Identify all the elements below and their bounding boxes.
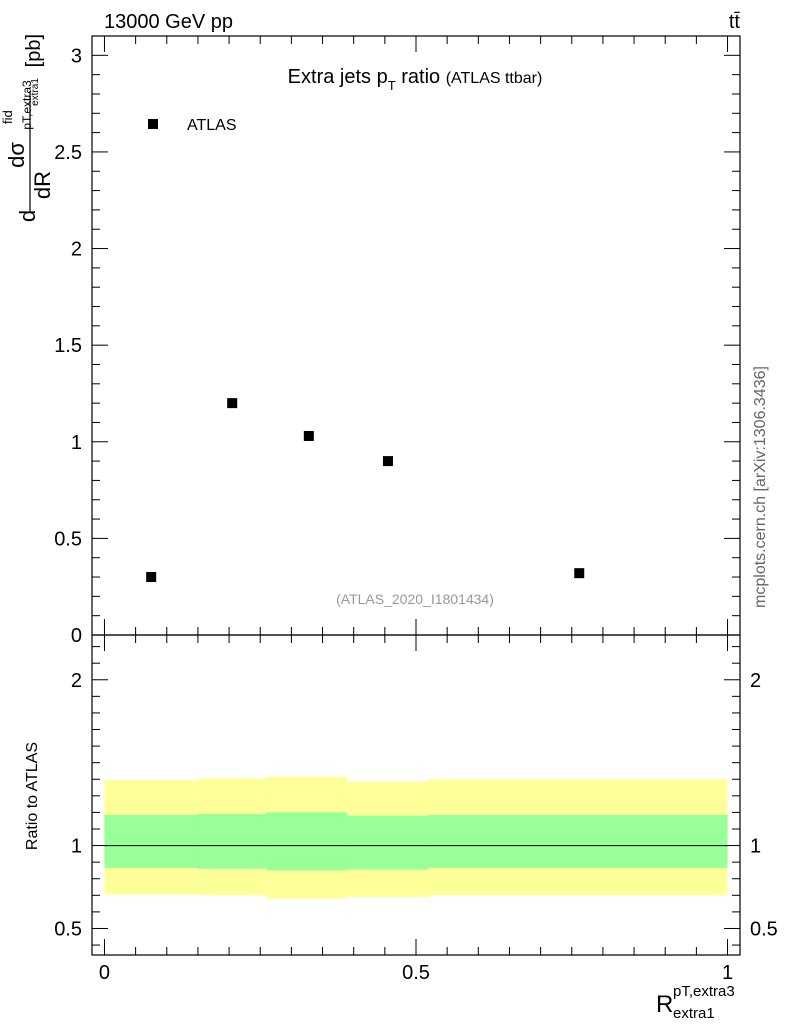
ratio-axis-ticks: 0 0.5 1 0.5 0.5 1 1 2 2 — [54, 635, 778, 984]
y-label-denominator: dR — [30, 171, 55, 199]
y-label-numerator: dσ — [4, 142, 29, 168]
legend: ATLAS — [148, 117, 237, 134]
ratio-frame — [91, 634, 741, 956]
ratio-y-tick-label: 1 — [71, 836, 82, 858]
ratio-y-tick-label: 2 — [71, 670, 82, 692]
ratio-y-tick-label-right: 2 — [750, 670, 761, 692]
x-label-sub: extra1 — [673, 1005, 715, 1022]
y-tick-label: 1 — [71, 432, 82, 454]
uncertainty-bands — [104, 776, 728, 899]
data-point-1 — [227, 398, 238, 409]
x-tick-label: 0.5 — [402, 962, 430, 984]
side-label: mcplots.cern.ch [arXiv:1306.3436] — [752, 366, 769, 608]
y-label-numerator-sup: fid — [0, 110, 15, 124]
legend-label: ATLAS — [187, 117, 237, 134]
title-main: Extra jets p — [288, 66, 388, 88]
main-axis-ticks: 0 0.5 1 1.5 2 2.5 3 — [54, 35, 740, 647]
ratio-y-axis-label: Ratio to ATLAS — [24, 742, 41, 850]
y-tick-label: 2 — [71, 239, 82, 261]
process-label: tt̄ — [729, 11, 741, 33]
y-tick-label: 2.5 — [54, 142, 82, 164]
x-tick-label: 1 — [722, 962, 733, 984]
panel-frames — [91, 35, 741, 956]
title-note: (ATLAS ttbar) — [446, 70, 543, 87]
inner-band-3 — [347, 815, 429, 870]
data-point-2 — [303, 430, 314, 441]
inner-band-0 — [104, 814, 198, 868]
x-label-base: R — [656, 991, 673, 1018]
energy-label: 13000 GeV pp — [104, 11, 233, 33]
analysis-id-label: (ATLAS_2020_I1801434) — [336, 591, 494, 607]
title-subscript: T — [388, 78, 396, 93]
data-point-4 — [574, 568, 585, 579]
data-point-3 — [382, 456, 393, 467]
ratio-y-tick-label-right: 0.5 — [750, 918, 778, 940]
inner-band-1 — [197, 814, 267, 869]
inner-band-2 — [266, 812, 348, 871]
x-label-sup: pT,extra3 — [673, 983, 735, 1000]
data-point-0 — [146, 572, 157, 583]
main-panel: 0 0.5 1 1.5 2 2.5 3 ATLAS Extra jets pT ratio … — [54, 35, 740, 647]
y-tick-label: 0 — [71, 625, 82, 647]
legend-marker — [148, 119, 158, 129]
ratio-y-tick-label-right: 1 — [750, 836, 761, 858]
y-tick-label: 1.5 — [54, 335, 82, 357]
x-tick-label: 0 — [99, 962, 110, 984]
ratio-y-tick-label: 0.5 — [54, 918, 82, 940]
y-label-unit: [pb] — [23, 34, 45, 67]
title-rest: ratio — [396, 66, 446, 88]
inner-band-4 — [428, 814, 728, 868]
ratio-panel: 0 0.5 1 0.5 0.5 1 1 2 2 — [54, 635, 778, 984]
y-tick-label: 3 — [71, 45, 82, 67]
chart-title: Extra jets pT ratio (ATLAS ttbar) — [288, 66, 543, 93]
data-points — [146, 398, 585, 583]
y-label-denominator-sub: extra1 — [30, 78, 41, 106]
y-label-d: d — [15, 210, 40, 222]
y-tick-label: 0.5 — [54, 528, 82, 550]
